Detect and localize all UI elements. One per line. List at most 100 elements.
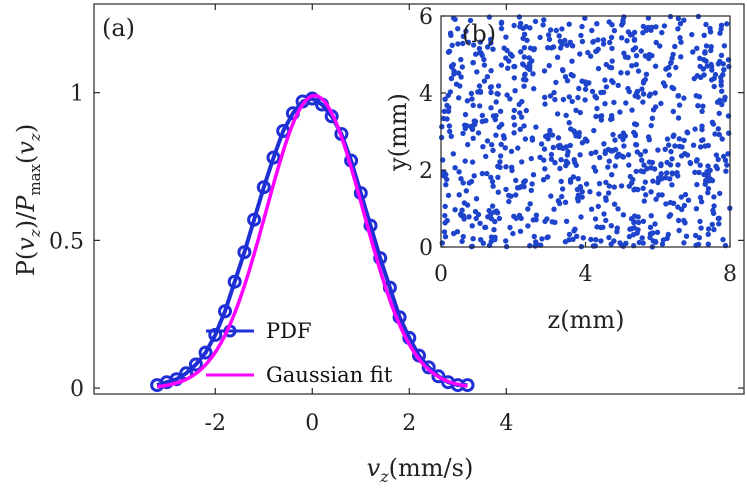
- particle-point: [675, 217, 682, 224]
- particle-point: [498, 62, 505, 68]
- particle-point: [641, 198, 647, 204]
- particle-point: [531, 86, 537, 92]
- particle-point: [483, 118, 489, 124]
- particle-point: [563, 218, 570, 224]
- particle-point: [459, 238, 465, 244]
- particle-point: [505, 65, 511, 71]
- particle-point: [452, 16, 458, 22]
- particle-point: [701, 32, 707, 38]
- particle-point: [531, 233, 537, 240]
- particle-point: [675, 115, 682, 121]
- particle-point: [564, 152, 571, 158]
- particle-point: [546, 36, 553, 43]
- particle-point: [675, 26, 681, 32]
- particle-point: [577, 51, 583, 57]
- particle-point: [716, 110, 722, 117]
- particle-point: [633, 121, 640, 128]
- particle-point: [470, 102, 476, 109]
- pdf-point: [266, 150, 281, 165]
- particle-point: [711, 83, 717, 90]
- particle-point: [648, 213, 654, 219]
- particle-point: [590, 243, 597, 249]
- particle-point: [705, 226, 712, 232]
- particle-point: [579, 78, 585, 84]
- particle-point: [479, 112, 486, 119]
- particle-point: [705, 190, 711, 196]
- particle-point: [695, 103, 701, 109]
- particle-point: [698, 225, 704, 231]
- particle-point: [642, 148, 648, 154]
- particle-point: [486, 14, 493, 20]
- particle-point: [440, 115, 447, 122]
- panel-b-y-tick-label: 6: [419, 5, 433, 30]
- particle-point: [589, 27, 595, 34]
- particle-point: [476, 83, 483, 89]
- particle-point: [458, 176, 464, 182]
- particle-point: [678, 54, 684, 60]
- particle-point: [696, 235, 703, 241]
- panel-a-x-tick-label: -2: [205, 411, 226, 436]
- particle-point: [638, 48, 644, 54]
- particle-point: [655, 147, 661, 153]
- particle-point: [554, 111, 561, 117]
- particle-point: [650, 238, 656, 244]
- particle-point: [485, 44, 491, 50]
- particle-point: [656, 177, 662, 183]
- particle-point: [465, 141, 471, 148]
- particle-point: [491, 227, 497, 233]
- particle-point: [529, 181, 535, 187]
- particle-point: [527, 201, 533, 207]
- particle-point: [629, 180, 635, 186]
- particle-point: [490, 183, 496, 189]
- particle-point: [592, 93, 598, 99]
- particle-point: [678, 39, 684, 45]
- particle-point: [493, 99, 499, 105]
- particle-point: [535, 242, 541, 248]
- particle-point: [567, 142, 573, 149]
- particle-point: [720, 72, 726, 78]
- particle-point: [615, 82, 621, 89]
- particle-point: [492, 218, 498, 225]
- pdf-point: [198, 345, 213, 360]
- panel-a-x-tick-label: 4: [499, 411, 513, 436]
- particle-point: [615, 152, 621, 158]
- particle-point: [635, 227, 641, 233]
- particle-point: [705, 185, 712, 192]
- particle-point: [479, 170, 485, 177]
- particle-point: [643, 71, 650, 78]
- particle-point: [518, 49, 524, 55]
- particle-point: [560, 67, 566, 74]
- particle-point: [597, 154, 603, 161]
- particle-point: [593, 113, 599, 120]
- particle-point: [687, 160, 694, 167]
- particle-point: [560, 96, 567, 103]
- particle-point: [608, 241, 614, 247]
- particle-point: [508, 193, 514, 199]
- particle-point: [591, 164, 597, 171]
- particle-point: [601, 141, 607, 147]
- particle-point: [611, 201, 618, 207]
- particle-point: [455, 41, 461, 47]
- particle-point: [459, 64, 465, 70]
- particle-point: [663, 201, 669, 207]
- particle-point: [475, 130, 482, 136]
- particle-point: [608, 223, 614, 229]
- particle-point: [500, 133, 507, 139]
- particle-point: [555, 198, 562, 204]
- particle-point: [497, 153, 504, 159]
- particle-point: [576, 85, 582, 92]
- particle-point: [610, 131, 616, 138]
- particle-point: [455, 70, 462, 76]
- particle-point: [588, 206, 595, 212]
- particle-point: [658, 100, 664, 107]
- pdf-point: [431, 369, 446, 384]
- particle-point: [683, 233, 690, 239]
- particle-point: [633, 90, 640, 96]
- particle-point: [580, 235, 586, 241]
- particle-point: [633, 141, 639, 148]
- particle-point: [551, 89, 557, 96]
- particle-point: [609, 78, 615, 84]
- particle-point: [477, 103, 483, 109]
- particle-point: [514, 185, 521, 191]
- particle-point: [495, 174, 501, 180]
